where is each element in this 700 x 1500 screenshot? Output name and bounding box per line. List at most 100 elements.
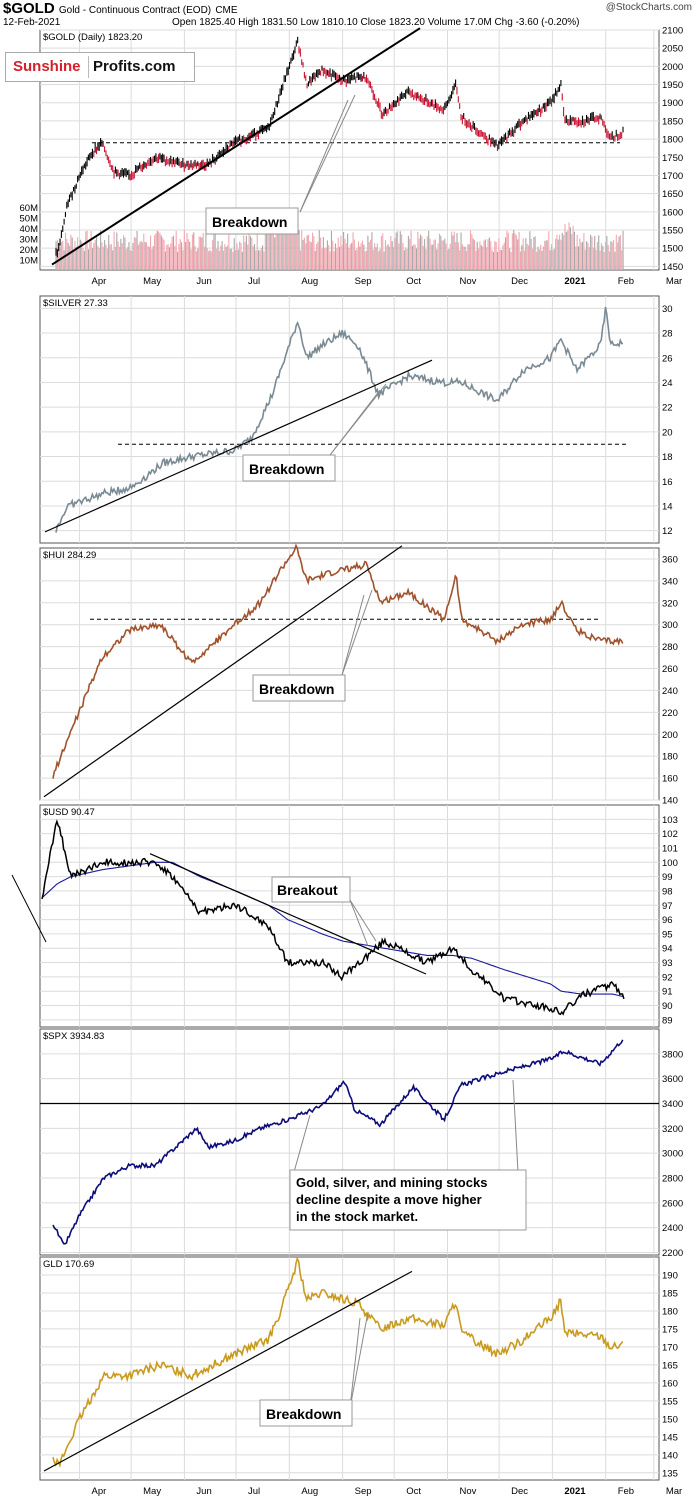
volume-bar	[364, 251, 366, 270]
logo-divider	[88, 56, 89, 78]
volume-bar	[428, 230, 430, 270]
trendline	[51, 27, 421, 266]
volume-bar	[94, 239, 96, 270]
volume-bar	[561, 232, 563, 270]
volume-bar	[324, 248, 326, 270]
y-tick-label: 16	[662, 477, 673, 488]
trendline	[43, 545, 403, 798]
volume-bar	[413, 244, 415, 270]
y-tick-label: 320	[662, 598, 678, 609]
price-line	[41, 819, 625, 1016]
volume-bar	[533, 237, 535, 270]
volume-bar	[398, 243, 400, 270]
volume-bar	[260, 247, 262, 270]
logo-part-2: Profits.com	[93, 58, 176, 75]
volume-bar	[158, 231, 160, 270]
volume-bar	[405, 247, 407, 270]
volume-bar	[506, 230, 508, 270]
volume-bar	[433, 239, 435, 270]
volume-bar	[542, 246, 544, 270]
volume-bar	[522, 238, 524, 270]
volume-bar	[143, 233, 145, 270]
volume-bar	[125, 249, 127, 270]
panel-1: 2100 2050 2000 1950 1900 1850 1800 1750 1700 1650…	[20, 26, 684, 273]
volume-bar	[87, 249, 89, 270]
volume-bar	[86, 230, 88, 270]
volume-bar	[617, 242, 619, 270]
volume-bar	[475, 250, 477, 270]
volume-bar	[302, 239, 304, 270]
y-tick-label: 90	[662, 1001, 673, 1012]
volume-bar	[607, 244, 609, 270]
volume-bar	[356, 248, 358, 270]
volume-bar	[600, 243, 602, 270]
volume-bar	[320, 237, 322, 270]
x-tick-label: Feb	[618, 1486, 634, 1497]
x-tick-label: Jul	[248, 276, 260, 287]
volume-bar	[514, 233, 516, 270]
volume-bar	[185, 241, 187, 270]
volume-bar	[225, 246, 227, 270]
volume-bar	[502, 245, 504, 270]
volume-bar	[228, 234, 230, 270]
volume-bar	[449, 243, 451, 270]
volume-bar	[397, 231, 399, 270]
annotation-pointer	[299, 99, 349, 213]
x-tick-label: Mar	[666, 276, 682, 287]
volume-bar	[75, 246, 77, 270]
volume-bar	[77, 237, 79, 270]
volume-bar	[560, 239, 562, 270]
volume-bar	[438, 233, 440, 270]
y-tick-label: 340	[662, 576, 678, 587]
legend-label: $GOLD (Daily) 1823.20	[43, 32, 142, 43]
volume-bar	[592, 247, 594, 270]
annotation-text: Breakdown	[266, 1406, 341, 1422]
volume-bar	[104, 239, 106, 270]
volume-bar	[78, 248, 80, 270]
volume-bar	[326, 240, 328, 270]
volume-bar	[378, 251, 380, 270]
volume-bar	[532, 248, 534, 270]
x-tick-label: Dec	[511, 276, 528, 287]
x-tick-label: 2021	[564, 276, 586, 287]
ohlc-readout: Open 1825.40 High 1831.50 Low 1810.10 Cl…	[172, 17, 580, 28]
y-tick-label: 180	[662, 1306, 678, 1317]
volume-bar	[621, 250, 623, 270]
volume-bar	[467, 244, 469, 270]
y-tick-label: 91	[662, 987, 673, 998]
volume-bar	[279, 220, 281, 270]
annotation-box	[252, 674, 346, 702]
volume-bar	[526, 243, 528, 270]
volume-bar	[262, 245, 264, 270]
volume-bar	[538, 249, 540, 270]
volume-bar	[599, 250, 601, 270]
volume-bar	[606, 236, 608, 270]
volume-bar	[266, 230, 268, 270]
volume-bar	[426, 236, 428, 270]
volume-bar	[528, 245, 530, 270]
y-tick-label: 1700	[662, 171, 683, 182]
volume-bar	[243, 235, 245, 270]
volume-bar	[380, 235, 382, 270]
volume-bar	[141, 242, 143, 270]
volume-bar	[244, 242, 246, 270]
y-tick-label: 170	[662, 1342, 678, 1353]
volume-bar	[317, 241, 319, 270]
annotation-pointer	[341, 594, 365, 676]
y-tick-label: 30	[662, 304, 673, 315]
volume-bar	[366, 250, 368, 270]
volume-bar	[441, 240, 443, 270]
volume-bar	[212, 240, 214, 270]
volume-bar	[306, 235, 308, 270]
volume-bar	[177, 251, 179, 270]
volume-bar	[314, 250, 316, 270]
volume-bar	[417, 231, 419, 270]
volume-bar	[118, 246, 121, 270]
annotation-pointer	[512, 1079, 519, 1173]
price-line	[52, 543, 624, 779]
source-label[interactable]: @StockCharts.com	[605, 2, 692, 13]
volume-bar	[218, 250, 220, 270]
volume-bar	[410, 230, 412, 270]
volume-bar	[348, 248, 350, 270]
volume-bar	[155, 233, 157, 270]
